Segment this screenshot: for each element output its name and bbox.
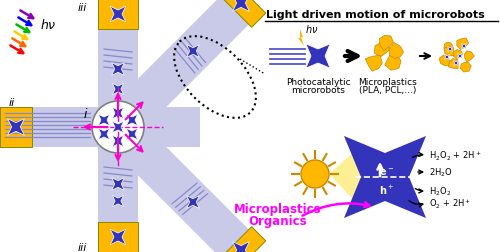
Polygon shape: [98, 115, 110, 126]
Text: i: i: [84, 108, 87, 121]
Text: microrobots: microrobots: [291, 86, 345, 94]
Polygon shape: [98, 129, 110, 140]
Polygon shape: [110, 229, 126, 245]
Text: 2H$_2$O: 2H$_2$O: [429, 166, 453, 178]
Polygon shape: [454, 50, 463, 60]
Polygon shape: [104, 113, 260, 252]
Polygon shape: [110, 7, 126, 23]
FancyBboxPatch shape: [98, 222, 138, 252]
Text: Organics: Organics: [248, 215, 308, 228]
FancyBboxPatch shape: [0, 108, 200, 147]
Polygon shape: [365, 56, 382, 72]
Polygon shape: [218, 227, 266, 252]
Polygon shape: [112, 84, 124, 95]
Text: Microplastics: Microplastics: [234, 203, 322, 216]
Text: iii: iii: [78, 3, 86, 13]
Polygon shape: [126, 115, 138, 126]
Polygon shape: [112, 136, 124, 147]
Text: Photocatalytic: Photocatalytic: [286, 78, 350, 87]
FancyBboxPatch shape: [98, 0, 138, 30]
Polygon shape: [298, 30, 304, 47]
Polygon shape: [112, 122, 124, 133]
Polygon shape: [112, 196, 124, 207]
Polygon shape: [385, 53, 401, 71]
Polygon shape: [374, 44, 391, 58]
Text: Light driven motion of microrobots: Light driven motion of microrobots: [266, 10, 484, 20]
Polygon shape: [380, 36, 393, 51]
Text: Microplastics: Microplastics: [358, 78, 418, 87]
Polygon shape: [306, 45, 330, 69]
Polygon shape: [457, 39, 468, 50]
Polygon shape: [448, 59, 458, 70]
Text: H$_2$O$_2$: H$_2$O$_2$: [429, 185, 451, 198]
Polygon shape: [186, 45, 200, 58]
Polygon shape: [460, 63, 471, 73]
Polygon shape: [444, 47, 454, 56]
Circle shape: [92, 102, 144, 153]
Polygon shape: [186, 196, 200, 209]
Text: (PLA, PCL,...): (PLA, PCL,...): [360, 86, 416, 94]
Polygon shape: [232, 242, 250, 252]
Text: e$^-$: e$^-$: [380, 167, 394, 178]
Polygon shape: [112, 178, 124, 191]
Polygon shape: [444, 55, 450, 60]
Text: $h\nu$: $h\nu$: [305, 23, 318, 35]
Polygon shape: [440, 56, 450, 66]
Polygon shape: [112, 64, 124, 76]
Polygon shape: [329, 142, 365, 212]
Polygon shape: [458, 54, 462, 59]
Text: iii: iii: [78, 242, 86, 252]
Polygon shape: [448, 47, 452, 52]
Polygon shape: [444, 43, 453, 51]
Polygon shape: [462, 44, 466, 49]
FancyBboxPatch shape: [0, 108, 32, 147]
Polygon shape: [126, 129, 138, 140]
Polygon shape: [390, 43, 404, 59]
Polygon shape: [8, 119, 24, 136]
Text: h$^+$: h$^+$: [380, 183, 394, 196]
Polygon shape: [464, 52, 474, 63]
Circle shape: [301, 160, 329, 188]
Text: ii: ii: [9, 98, 15, 108]
Polygon shape: [344, 136, 426, 218]
Text: O$_2$ + 2H$^+$: O$_2$ + 2H$^+$: [429, 197, 472, 210]
Polygon shape: [112, 108, 124, 119]
Polygon shape: [454, 61, 458, 66]
Text: $h\nu$: $h\nu$: [40, 18, 56, 32]
Polygon shape: [104, 0, 260, 142]
Polygon shape: [232, 0, 250, 12]
Text: H$_2$O$_2$ + 2H$^+$: H$_2$O$_2$ + 2H$^+$: [429, 149, 482, 162]
FancyBboxPatch shape: [98, 0, 138, 252]
Polygon shape: [218, 0, 266, 28]
